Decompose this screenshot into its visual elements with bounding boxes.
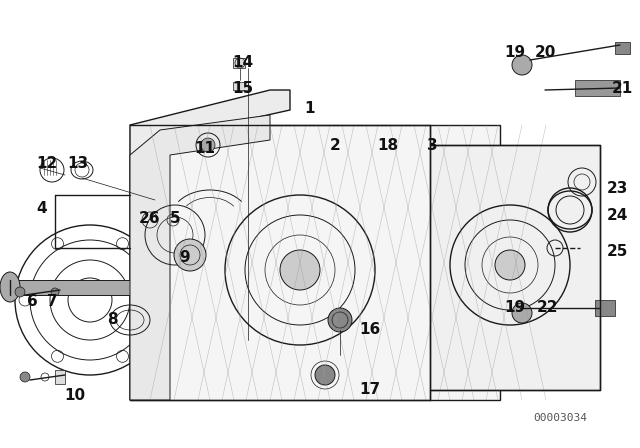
Text: 8: 8 [107, 313, 117, 327]
Text: 3: 3 [427, 138, 437, 152]
Text: 15: 15 [232, 81, 253, 95]
Circle shape [174, 239, 206, 271]
Text: 10: 10 [65, 388, 86, 402]
Text: 25: 25 [606, 245, 628, 259]
Bar [233, 82, 248, 90]
Circle shape [328, 308, 352, 332]
Circle shape [201, 138, 215, 152]
Text: 19: 19 [504, 301, 525, 315]
Circle shape [15, 287, 25, 297]
Text: 2: 2 [330, 138, 340, 152]
Text: 11: 11 [195, 141, 216, 155]
Text: 14: 14 [232, 55, 253, 69]
Text: 26: 26 [140, 211, 161, 225]
Polygon shape [130, 90, 290, 400]
Text: 9: 9 [180, 250, 190, 266]
Bar [233, 58, 245, 68]
Polygon shape [130, 115, 270, 400]
Bar [615, 42, 630, 54]
Ellipse shape [0, 272, 20, 302]
Bar [595, 300, 615, 316]
Circle shape [51, 288, 59, 296]
Text: 22: 22 [537, 301, 559, 315]
Circle shape [495, 250, 525, 280]
Bar [575, 80, 620, 96]
Text: 21: 21 [611, 81, 632, 95]
Text: 23: 23 [606, 181, 628, 195]
Text: 6: 6 [27, 294, 37, 310]
Polygon shape [430, 145, 600, 390]
Circle shape [315, 365, 335, 385]
Text: 16: 16 [360, 323, 381, 337]
Text: 7: 7 [47, 294, 58, 310]
Bar [55, 370, 65, 384]
Text: 13: 13 [67, 155, 88, 171]
Circle shape [20, 372, 30, 382]
Polygon shape [10, 280, 130, 295]
Text: 17: 17 [360, 383, 381, 397]
Text: 12: 12 [36, 155, 58, 171]
Text: 5: 5 [170, 211, 180, 225]
Text: 18: 18 [378, 138, 399, 152]
Circle shape [512, 55, 532, 75]
Text: 20: 20 [534, 44, 556, 60]
Polygon shape [130, 125, 500, 400]
Text: 4: 4 [36, 201, 47, 215]
Text: 24: 24 [606, 207, 628, 223]
Circle shape [280, 250, 320, 290]
Text: 00003034: 00003034 [533, 413, 587, 423]
Text: 1: 1 [305, 100, 316, 116]
Circle shape [512, 303, 532, 323]
Text: 19: 19 [504, 44, 525, 60]
